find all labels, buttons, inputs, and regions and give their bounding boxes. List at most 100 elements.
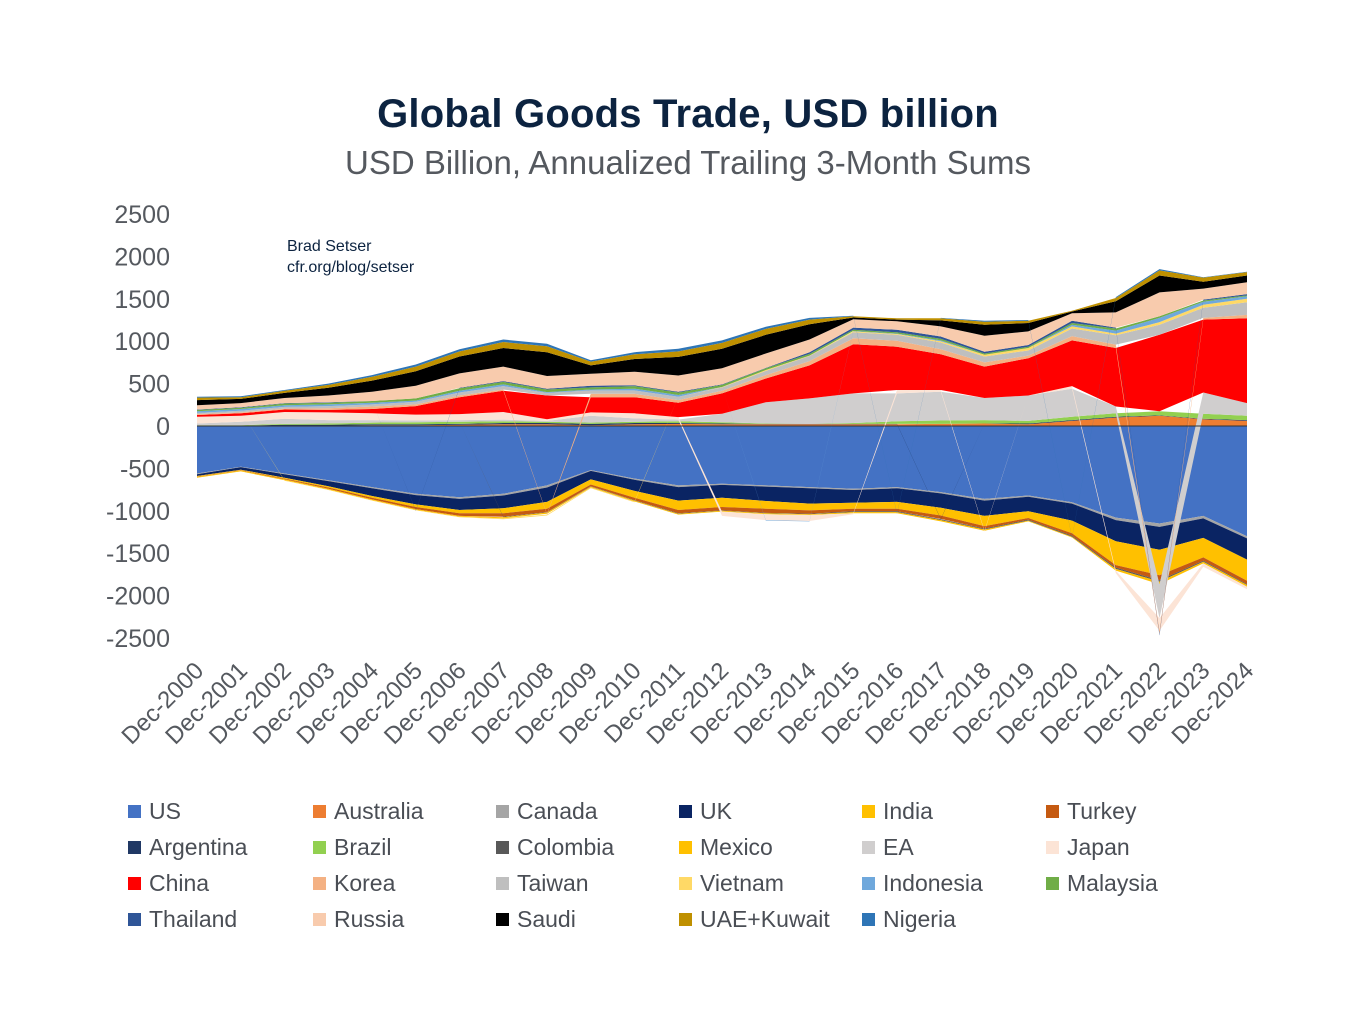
legend-item-china: China: [128, 870, 209, 897]
legend-label: Saudi: [517, 906, 576, 932]
legend-label: US: [149, 798, 181, 824]
legend-item-russia: Russia: [313, 906, 404, 933]
legend-item-uae-kuwait: UAE+Kuwait: [679, 906, 830, 933]
y-tick-label: 500: [128, 371, 170, 399]
legend-swatch: [679, 913, 692, 926]
chart-subtitle: USD Billion, Annualized Trailing 3-Month…: [345, 144, 1031, 181]
y-tick-label: 2500: [114, 201, 170, 229]
legend-swatch: [128, 805, 141, 818]
legend-label: Brazil: [334, 834, 392, 860]
legend-item-argentina: Argentina: [128, 834, 247, 861]
legend-swatch: [1046, 877, 1059, 890]
legend-item-taiwan: Taiwan: [496, 870, 589, 897]
legend-swatch: [313, 913, 326, 926]
source-credit: Brad Setser cfr.org/blog/setser: [287, 236, 414, 278]
legend-swatch: [128, 841, 141, 854]
legend-swatch: [128, 913, 141, 926]
legend-item-japan: Japan: [1046, 834, 1130, 861]
legend-label: Taiwan: [517, 870, 589, 896]
legend-swatch: [679, 877, 692, 890]
legend-swatch: [679, 805, 692, 818]
area-series-uae-kuwait: [197, 270, 1247, 401]
legend-item-india: India: [862, 798, 933, 825]
area-series-brazil: [197, 411, 1247, 426]
legend-item-indonesia: Indonesia: [862, 870, 983, 897]
legend-swatch: [496, 913, 509, 926]
legend-swatch: [313, 841, 326, 854]
legend-swatch: [679, 841, 692, 854]
legend-item-korea: Korea: [313, 870, 395, 897]
legend-label: Japan: [1067, 834, 1130, 860]
x-axis: Dec-2000Dec-2001Dec-2002Dec-2003Dec-2004…: [117, 657, 1260, 750]
y-tick-label: -1500: [106, 540, 170, 568]
stacked-area-chart: 2500 2000 1500 1000 500 0 -500 -1000 -1500 -2000 -…: [106, 201, 1260, 750]
credit-url: cfr.org/blog/setser: [287, 259, 415, 276]
legend-swatch: [496, 805, 509, 818]
legend-label: Australia: [334, 798, 424, 824]
area-series-turkey: [197, 470, 1247, 585]
legend-swatch: [128, 877, 141, 890]
legend-swatch: [862, 913, 875, 926]
y-tick-label: -2500: [106, 625, 170, 653]
legend-item-australia: Australia: [313, 798, 423, 825]
area-series-australia: [197, 415, 1247, 426]
legend-swatch: [313, 877, 326, 890]
legend-item-colombia: Colombia: [496, 834, 614, 861]
legend-item-mexico: Mexico: [679, 834, 773, 861]
legend-label: UK: [700, 798, 732, 824]
y-tick-label: 1500: [114, 286, 170, 314]
legend-item-thailand: Thailand: [128, 906, 237, 933]
legend-label: Russia: [334, 906, 405, 932]
legend-label: UAE+Kuwait: [700, 906, 830, 932]
legend-item-turkey: Turkey: [1046, 798, 1136, 825]
y-tick-label: -2000: [106, 583, 170, 611]
legend-label: China: [149, 870, 210, 896]
legend-item-nigeria: Nigeria: [862, 906, 956, 933]
legend-item-canada: Canada: [496, 798, 598, 825]
y-axis: 2500 2000 1500 1000 500 0 -500 -1000 -1500 -2000 -…: [106, 201, 170, 653]
legend-label: Nigeria: [883, 906, 956, 932]
legend-label: Canada: [517, 798, 598, 824]
area-series-japan: [197, 386, 1247, 631]
legend-label: Indonesia: [883, 870, 983, 896]
legend-swatch: [1046, 805, 1059, 818]
area-series-india: [197, 469, 1247, 581]
legend-item-brazil: Brazil: [313, 834, 392, 861]
legend-label: Turkey: [1067, 798, 1137, 824]
legend-swatch: [496, 841, 509, 854]
y-tick-label: 0: [156, 413, 170, 441]
legend-label: India: [883, 798, 933, 824]
y-tick-label: -500: [120, 455, 170, 483]
legend-swatch: [496, 877, 509, 890]
y-tick-label: 2000: [114, 243, 170, 271]
legend-item-us: US: [128, 798, 181, 825]
area-series-us: [197, 426, 1247, 537]
legend-label: Mexico: [700, 834, 773, 860]
area-series-saudi: [197, 275, 1247, 406]
legend-label: EA: [883, 834, 914, 860]
area-series-uk: [197, 467, 1247, 560]
legend-swatch: [862, 877, 875, 890]
legend-swatch: [313, 805, 326, 818]
legend-swatch: [862, 805, 875, 818]
legend-label: Korea: [334, 870, 396, 896]
legend-swatch: [1046, 841, 1059, 854]
area-series-china: [197, 318, 1247, 420]
legend-item-saudi: Saudi: [496, 906, 576, 933]
chart-title: Global Goods Trade, USD billion: [377, 92, 999, 136]
y-tick-label: -1000: [106, 498, 170, 526]
legend-label: Vietnam: [700, 870, 784, 896]
y-tick-label: 1000: [114, 328, 170, 356]
legend-item-ea: EA: [862, 834, 914, 861]
area-series-group: [197, 269, 1247, 636]
legend-label: Argentina: [149, 834, 248, 860]
credit-author: Brad Setser: [287, 238, 372, 255]
area-series-russia: [197, 282, 1247, 410]
legend-label: Colombia: [517, 834, 615, 860]
legend-item-uk: UK: [679, 798, 732, 825]
legend-label: Thailand: [149, 906, 238, 932]
legend-swatch: [862, 841, 875, 854]
legend-item-malaysia: Malaysia: [1046, 870, 1158, 897]
legend-label: Malaysia: [1067, 870, 1158, 896]
legend-item-vietnam: Vietnam: [679, 870, 784, 897]
